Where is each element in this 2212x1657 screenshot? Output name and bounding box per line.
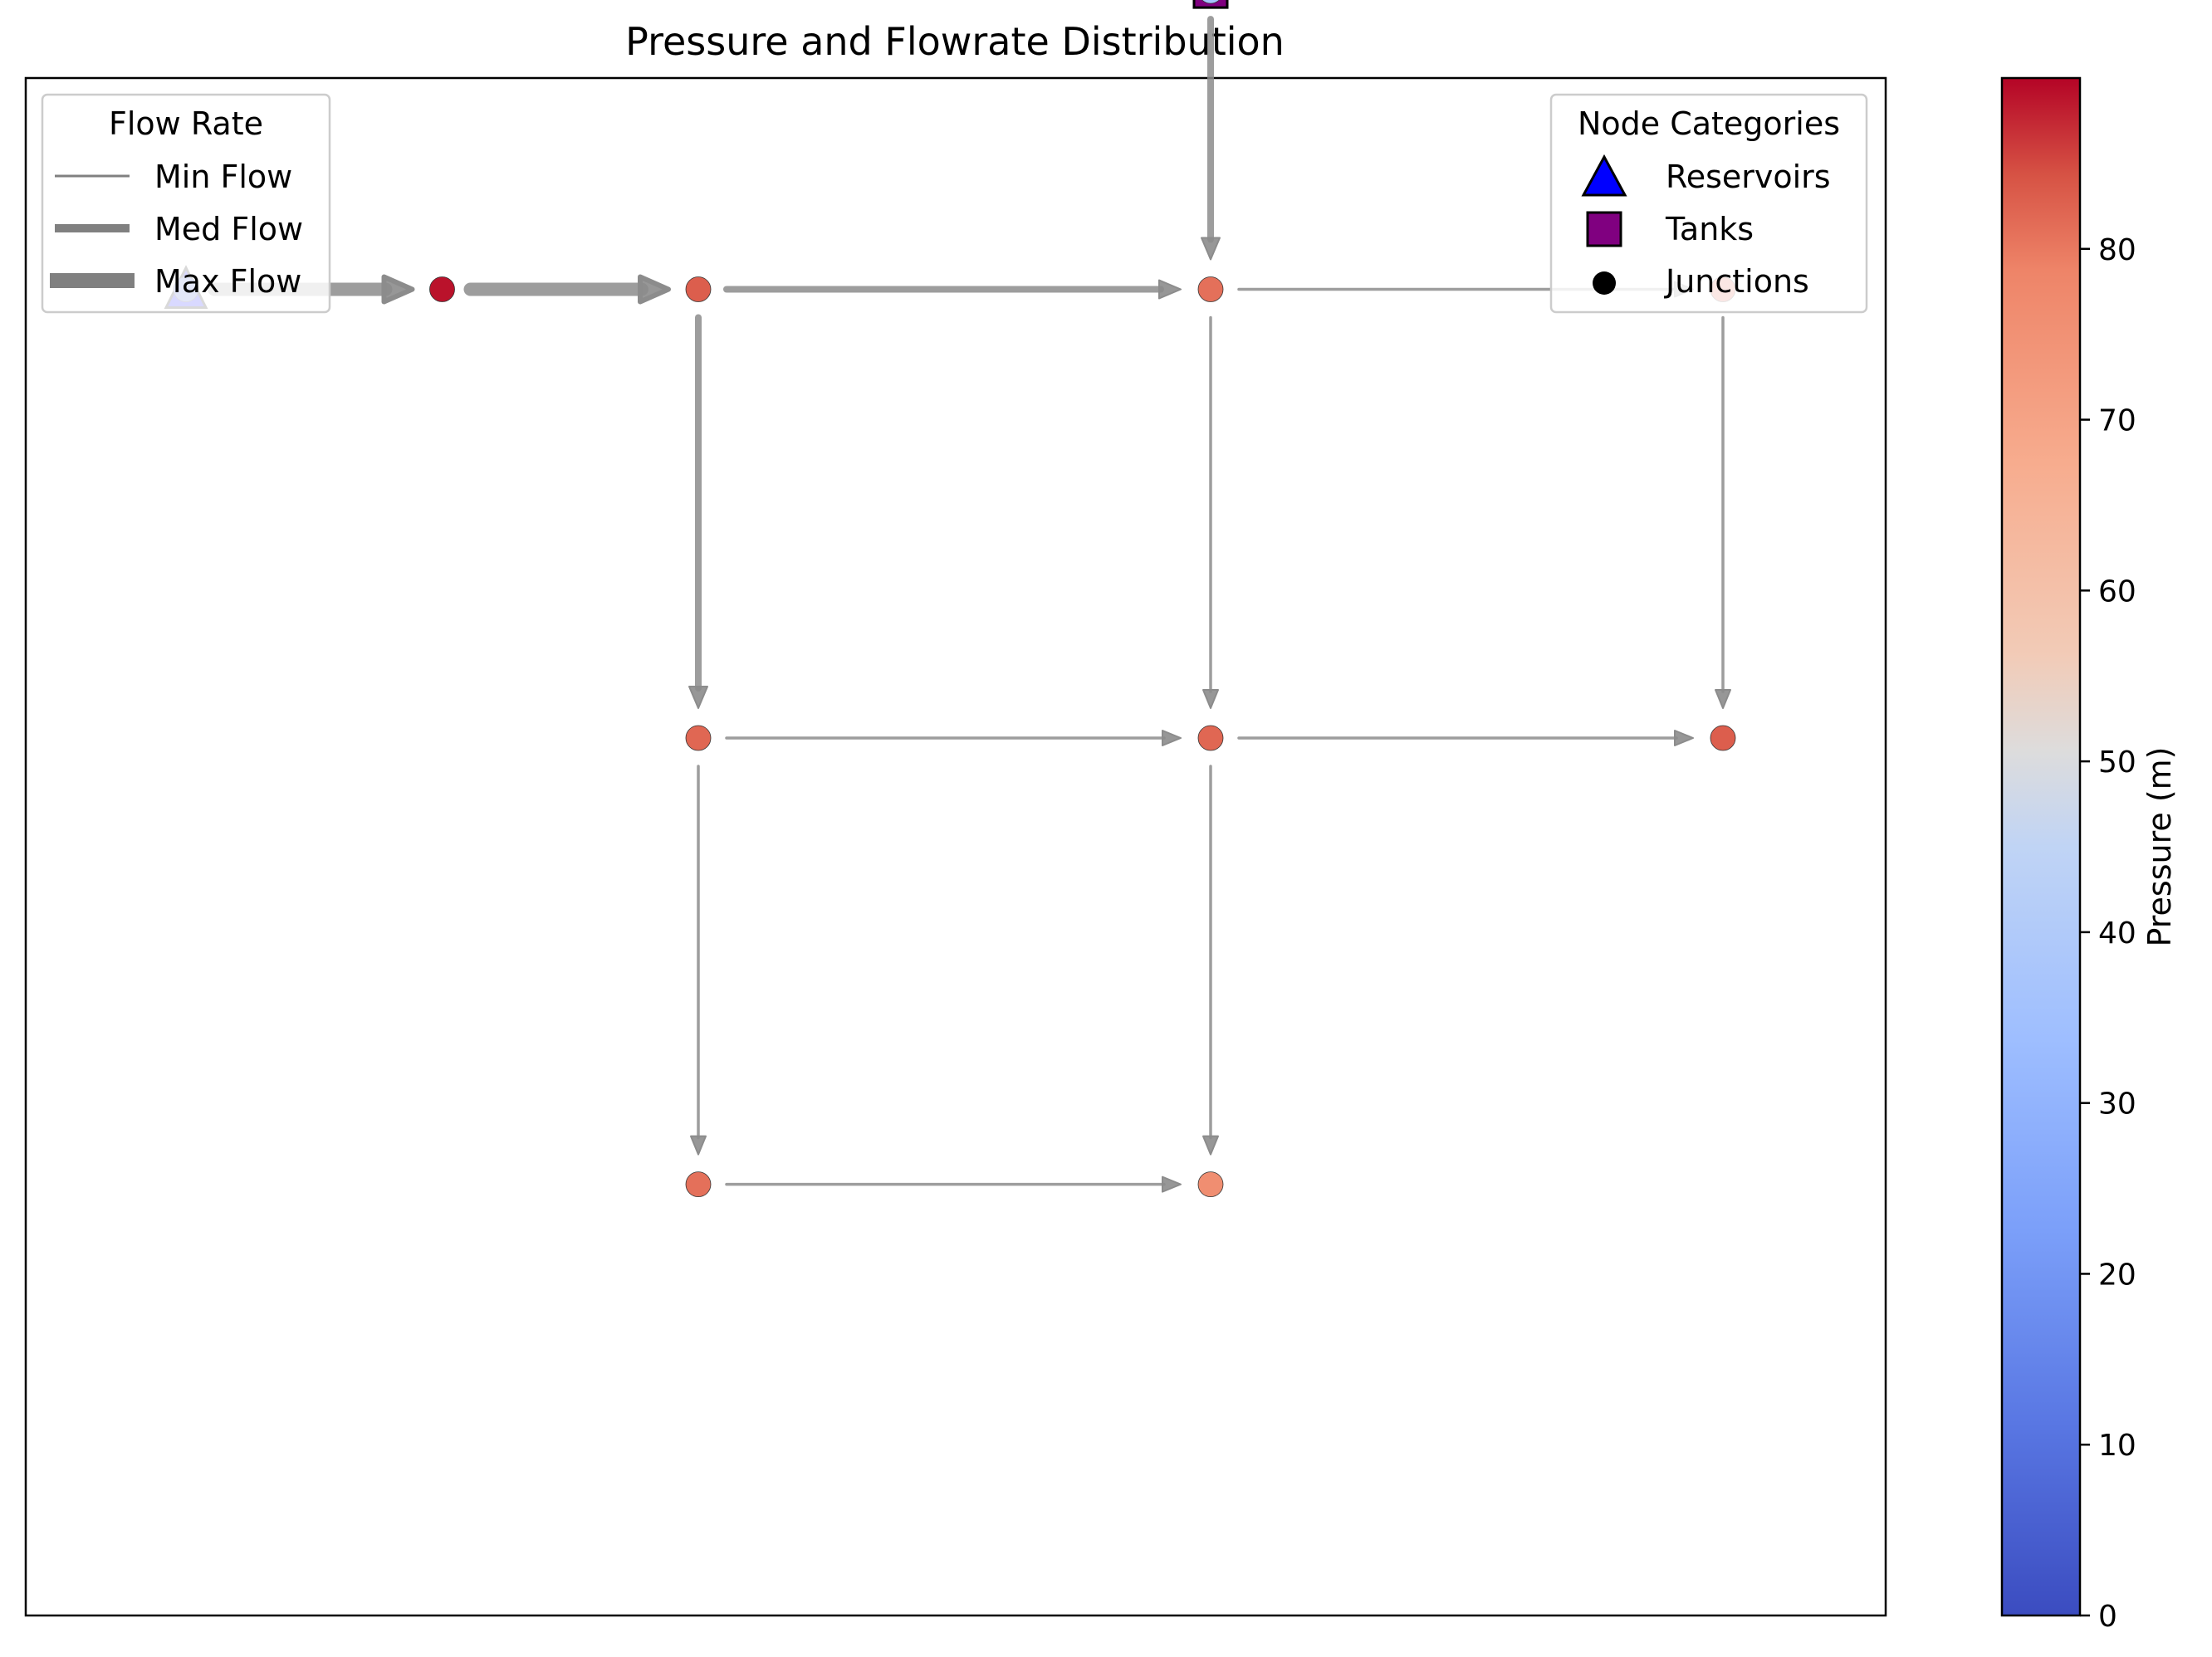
junction-legend-marker [1593,271,1616,295]
colorbar-tick-label: 50 [2098,745,2136,780]
pressure-dot [685,1171,712,1198]
colorbar-tick-label: 70 [2098,404,2136,438]
max-flow-label: Max Flow [154,263,301,300]
tank-legend-marker [1586,211,1622,247]
junction-node-J7 [1710,725,1736,751]
flow-arrow-head [1162,1176,1182,1193]
reservoir-legend-marker [1581,154,1627,197]
pressure-dot [685,725,712,751]
junction-node-J8 [685,1171,712,1198]
junction-node-J6 [1197,725,1224,751]
pipe-J6-J9 [1202,765,1219,1156]
pressure-dot [1197,725,1224,751]
junction-node-J2 [685,276,712,302]
flow-rate-legend: Flow Rate Min Flow Med Flow Max Flow [41,93,331,314]
pipe-J1-J2 [463,274,671,305]
flow-arrow-head [1202,1135,1219,1156]
flow-arrow-head [638,274,671,305]
flow-arrow-head [1162,730,1182,746]
pipe-J4-J7 [1715,315,1731,709]
node-categories-legend: Node Categories Reservoirs Tanks Junctio… [1549,93,1868,314]
colorbar-gradient [2000,76,2082,1617]
flow-arrow-head [1715,689,1731,709]
min-flow-label: Min Flow [154,159,292,195]
colorbar-ticks: 0 10 20 30 40 50 60 70 80 [2080,233,2136,1634]
colorbar-label: Pressure (m) [2141,746,2178,946]
node-legend-title: Node Categories [1578,105,1840,142]
pipe-J8-J9 [725,1176,1182,1193]
colorbar-tick-label: 30 [2098,1088,2136,1122]
pressure-dot [1710,725,1736,751]
flow-arrow-head [690,1135,707,1156]
tank-marker [1192,0,1229,9]
pipe-T1-J3 [1201,16,1221,261]
pressure-dot [429,276,455,302]
junction-node-J3 [1197,276,1224,302]
flow-legend-frame [41,93,331,314]
pipe-J3-J6 [1202,315,1219,709]
node-legend-frame [1549,93,1868,314]
pressure-dot [685,276,712,302]
flow-arrow-head [1202,689,1219,709]
flow-legend-title: Flow Rate [109,105,263,142]
med-flow-label: Med Flow [154,211,303,247]
flow-arrow-head [688,686,708,709]
tank-legend-label: Tanks [1665,211,1754,247]
pipe-J2-J3 [723,279,1182,300]
colorbar-tick-label: 80 [2098,233,2136,267]
junction-legend-label: Junctions [1664,263,1809,300]
tank-node-T1 [1192,0,1229,9]
flow-arrow-head [1674,730,1694,746]
pressure-dot [1197,276,1224,302]
colorbar-tick-label: 40 [2098,916,2136,951]
colorbar-tick-label: 0 [2098,1600,2117,1634]
pipe-J5-J6 [725,730,1182,746]
flow-arrow-head [1158,279,1182,300]
junction-node-J9 [1197,1171,1224,1198]
junction-node-J5 [685,725,712,751]
pressure-dot [1197,1171,1224,1198]
reservoir-legend-label: Reservoirs [1666,159,1831,195]
pipe-J2-J5 [688,314,708,709]
colorbar-tick-label: 20 [2098,1258,2136,1292]
flow-arrow-head [1201,237,1221,261]
pipe-J5-J8 [690,765,707,1156]
colorbar-tick-label: 60 [2098,574,2136,609]
junction-node-J1 [429,276,455,302]
chart-title: Pressure and Flowrate Distribution [625,19,1285,64]
flow-arrow-head [381,274,415,305]
pressure-dot [1201,0,1220,4]
pipe-J6-J7 [1237,730,1694,746]
pressure-colorbar: 0 10 20 30 40 50 60 70 80 Pressure (m) [2000,76,2178,1634]
plot-area [24,76,1887,1617]
colorbar-tick-label: 10 [2098,1429,2136,1463]
